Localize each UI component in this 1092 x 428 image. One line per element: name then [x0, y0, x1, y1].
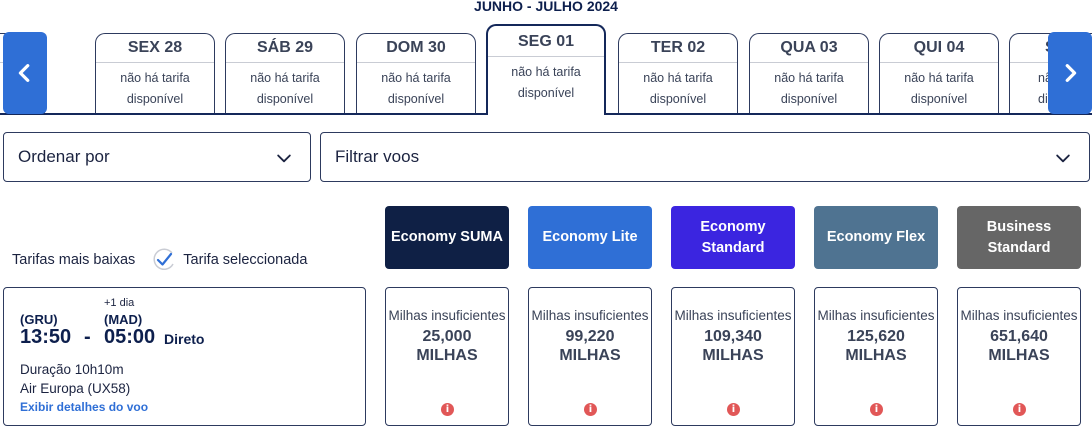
fare-header-economy-flex[interactable]: Economy Flex	[814, 206, 938, 269]
price-amount: 109,340	[704, 328, 762, 345]
fare-header-economy-suma[interactable]: Economy SUMA	[385, 206, 509, 269]
info-icon[interactable]: i	[870, 403, 883, 416]
price-cell-economy-standard[interactable]: Milhas insuficientes 109,340 MILHAS i	[671, 287, 795, 426]
price-amount: 125,620	[847, 328, 905, 345]
calendar-next-button[interactable]	[1048, 32, 1092, 114]
date-price-line1: não há tarifa	[643, 71, 713, 85]
date-label: QUI 04	[913, 39, 965, 56]
fare-header-business-standard[interactable]: Business Standard	[957, 206, 1081, 269]
stops-label: Direto	[164, 331, 205, 347]
date-price-line2: di	[1038, 92, 1048, 106]
departure-time: 13:50	[20, 326, 72, 348]
price-unit: MILHAS	[559, 347, 621, 364]
price-amount: 651,640	[990, 328, 1048, 345]
destination-code: (MAD)	[104, 312, 143, 327]
date-card-sex-28[interactable]: SEX 28 não há tarifa disponível	[95, 33, 215, 113]
price-amount: 99,220	[565, 328, 615, 345]
chevron-left-icon	[18, 64, 30, 82]
time-separator: -	[84, 326, 91, 348]
flight-duration: Duração 10h10m	[20, 362, 124, 377]
next-day-indicator: +1 dia	[104, 297, 135, 309]
chevron-down-icon	[1056, 154, 1070, 163]
price-status: Milhas insuficientes	[674, 308, 792, 323]
price-status: Milhas insuficientes	[531, 308, 649, 323]
date-price-line1: não há tarifa	[250, 71, 320, 85]
price-status: Milhas insuficientes	[817, 308, 935, 323]
price-unit: MILHAS	[416, 347, 478, 364]
date-strip: 7 tarifa vel SEX 28 não há tarifa dispon…	[0, 0, 1092, 116]
date-price-line1: não há tarifa	[904, 71, 974, 85]
calendar-prev-button[interactable]	[3, 32, 47, 114]
date-card-ter-02[interactable]: TER 02 não há tarifa disponível	[618, 33, 738, 113]
filter-flights-dropdown[interactable]: Filtrar voos	[320, 132, 1090, 182]
flight-info-card: +1 dia (GRU) (MAD) 13:50 - 05:00 Direto …	[3, 287, 366, 426]
arrival-time: 05:00	[104, 326, 156, 348]
info-icon[interactable]: i	[1013, 403, 1026, 416]
date-price-line2: disponível	[780, 92, 838, 106]
price-cell-economy-lite[interactable]: Milhas insuficientes 99,220 MILHAS i	[528, 287, 652, 426]
chevron-down-icon	[277, 154, 291, 163]
date-card-sab-29[interactable]: SÁB 29 não há tarifa disponível	[225, 33, 345, 113]
sort-dropdown[interactable]: Ordenar por	[3, 132, 311, 182]
price-amount: 25,000	[422, 328, 472, 345]
date-price-line2: disponível	[387, 92, 445, 106]
fare-header-economy-lite[interactable]: Economy Lite	[528, 206, 652, 269]
price-status: Milhas insuficientes	[388, 308, 506, 323]
airline-flight-number: Air Europa (UX58)	[20, 381, 131, 396]
date-label: QUA 03	[780, 39, 838, 56]
price-cell-business-standard[interactable]: Milhas insuficientes 651,640 MILHAS i	[957, 287, 1081, 426]
info-icon[interactable]: i	[584, 403, 597, 416]
filter-dropdown-label: Filtrar voos	[335, 147, 420, 166]
price-cell-economy-suma[interactable]: Milhas insuficientes 25,000 MILHAS i	[385, 287, 509, 426]
date-card-qui-04[interactable]: QUI 04 não há tarifa disponível	[879, 33, 999, 113]
flight-details-link[interactable]: Exibir detalhes do voo	[20, 400, 149, 414]
date-price-line2: disponível	[126, 92, 184, 106]
legend-selected-fare: Tarifa seleccionada	[183, 252, 308, 268]
calendar-month-title: JUNHO - JULHO 2024	[474, 0, 618, 14]
date-card-qua-03[interactable]: QUA 03 não há tarifa disponível	[749, 33, 869, 113]
chevron-right-icon	[1065, 64, 1077, 82]
info-icon[interactable]: i	[727, 403, 740, 416]
date-label: DOM 30	[386, 39, 446, 56]
date-price-line1: não há tarifa	[120, 71, 190, 85]
date-price-line1: não há tarifa	[511, 65, 581, 79]
price-cell-economy-flex[interactable]: Milhas insuficientes 125,620 MILHAS i	[814, 287, 938, 426]
date-label: SÁB 29	[256, 39, 314, 56]
date-price-line2: disponível	[256, 92, 314, 106]
date-label: SEG 01	[517, 33, 575, 50]
origin-code: (GRU)	[20, 312, 58, 327]
info-icon[interactable]: i	[441, 403, 454, 416]
date-price-line2: disponível	[910, 92, 968, 106]
date-price-line1: não há tarifa	[774, 71, 844, 85]
date-label: TER 02	[650, 39, 706, 56]
fare-legend: Tarifas mais baixas Tarifa seleccionada	[12, 247, 307, 273]
date-price-line2: disponível	[649, 92, 707, 106]
price-unit: MILHAS	[702, 347, 764, 364]
date-card-dom-30[interactable]: DOM 30 não há tarifa disponível	[356, 33, 476, 113]
check-circle-icon	[153, 248, 174, 270]
date-price-line2: disponível	[517, 86, 575, 100]
fare-header-economy-standard[interactable]: Economy Standard	[671, 206, 795, 269]
date-price-line1: não há tarifa	[381, 71, 451, 85]
date-label: SEX 28	[127, 39, 183, 56]
legend-lowest-fares: Tarifas mais baixas	[12, 252, 136, 268]
sort-dropdown-label: Ordenar por	[18, 147, 110, 166]
date-card-seg-01-selected[interactable]: SEG 01 não há tarifa disponível	[486, 24, 606, 115]
price-unit: MILHAS	[845, 347, 907, 364]
price-unit: MILHAS	[988, 347, 1050, 364]
price-status: Milhas insuficientes	[960, 308, 1078, 323]
